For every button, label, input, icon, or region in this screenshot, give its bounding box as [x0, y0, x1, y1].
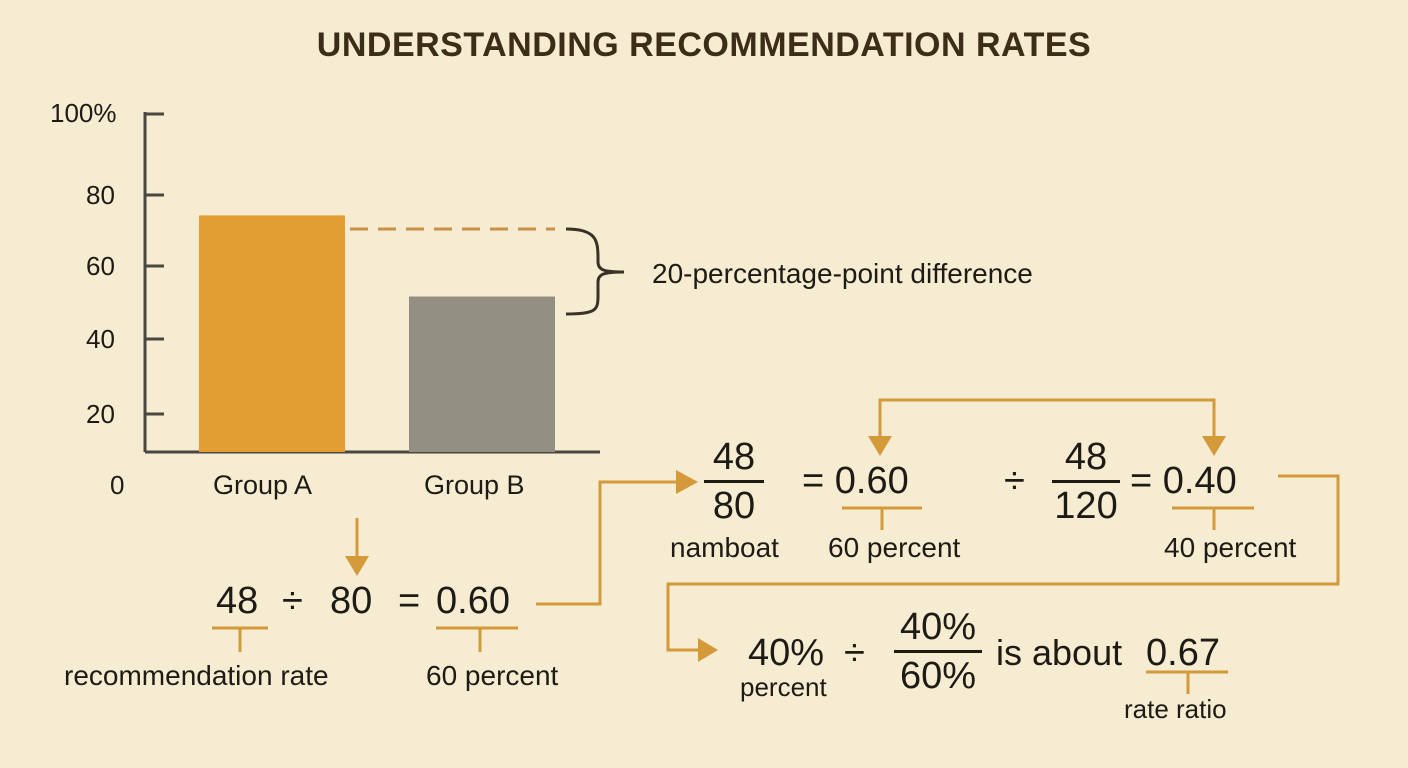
- fraction-bar: [1052, 480, 1120, 483]
- loop-arrow-head-right: [1202, 436, 1226, 456]
- calc1-divide-sign: ÷: [282, 580, 303, 622]
- connector-arrow-2: [666, 474, 1340, 652]
- calc3-frac-numerator: 40%: [899, 606, 977, 648]
- calc1-label-recommendation-rate: recommendation rate: [64, 660, 329, 691]
- y-tick-label: 60: [86, 251, 115, 281]
- calc1-result: 0.60: [436, 580, 510, 622]
- loop-connector: [878, 398, 1216, 440]
- category-label-group-a: Group A: [213, 470, 313, 500]
- fraction-bar: [704, 480, 764, 483]
- calc1-numerator: 48: [216, 580, 259, 622]
- difference-annotation: 20-percentage-point difference: [652, 258, 1033, 289]
- calc2-equals-060: = 0.60: [802, 460, 909, 502]
- calc1-equals: =: [398, 580, 421, 622]
- calc2-label-namboat: namboat: [670, 532, 779, 563]
- bar-group-a: [199, 215, 345, 452]
- bracket-060: [436, 626, 518, 652]
- calc2-divide-sign: ÷: [1004, 460, 1025, 502]
- calc3-label-rate-ratio: rate ratio: [1124, 694, 1227, 724]
- loop-arrow-head-left: [868, 436, 892, 456]
- y-tick-label: 20: [86, 399, 115, 429]
- y-tick-label: 40: [86, 324, 115, 354]
- y-tick-label: 100%: [50, 98, 117, 128]
- calc3-label-percent: percent: [740, 672, 827, 702]
- calc3-frac-denominator: 60%: [899, 655, 977, 697]
- page-title: UNDERSTANDING RECOMMENDATION RATES: [316, 26, 1092, 64]
- category-label-group-b: Group B: [424, 470, 525, 500]
- calc3-fraction-40-60: 40% 60%: [894, 606, 982, 697]
- calc2-frac2-denominator: 120: [1054, 485, 1118, 527]
- calc2-fraction-48-120: 48 120: [1052, 436, 1120, 527]
- calc2-frac1-numerator: 48: [712, 436, 756, 478]
- calc2-frac1-denominator: 80: [712, 485, 756, 527]
- calc2-fraction-48-80: 48 80: [704, 436, 764, 527]
- calc3-left-40: 40%: [748, 632, 825, 674]
- calc3-is-about: is about: [996, 632, 1123, 673]
- y-tick-label: 0: [110, 470, 125, 500]
- calc3-result: 0.67: [1146, 632, 1220, 674]
- calc3-divide-sign: ÷: [844, 632, 865, 674]
- connector-arrow-2-head: [698, 638, 718, 662]
- bracket-040: [1172, 506, 1254, 530]
- calc2-label-60-percent: 60 percent: [828, 532, 961, 563]
- calc2-equals-040: = 0.40: [1130, 460, 1237, 502]
- calc2-label-40-percent: 40 percent: [1164, 532, 1297, 563]
- bracket-060-b: [842, 506, 922, 530]
- calc1-denominator: 80: [330, 580, 373, 622]
- calc2-frac2-numerator: 48: [1064, 436, 1108, 478]
- connector-arrow-1: [536, 480, 678, 606]
- bar-group-b: [409, 296, 555, 452]
- down-arrow-head: [345, 556, 369, 576]
- bracket-067: [1146, 670, 1228, 694]
- calc1-label-60-percent: 60 percent: [426, 660, 559, 691]
- y-tick-label: 80: [86, 180, 115, 210]
- connector-arrow-1-head: [676, 470, 698, 494]
- difference-brace: [565, 227, 625, 316]
- bracket-48: [212, 626, 268, 652]
- fraction-bar: [894, 650, 982, 653]
